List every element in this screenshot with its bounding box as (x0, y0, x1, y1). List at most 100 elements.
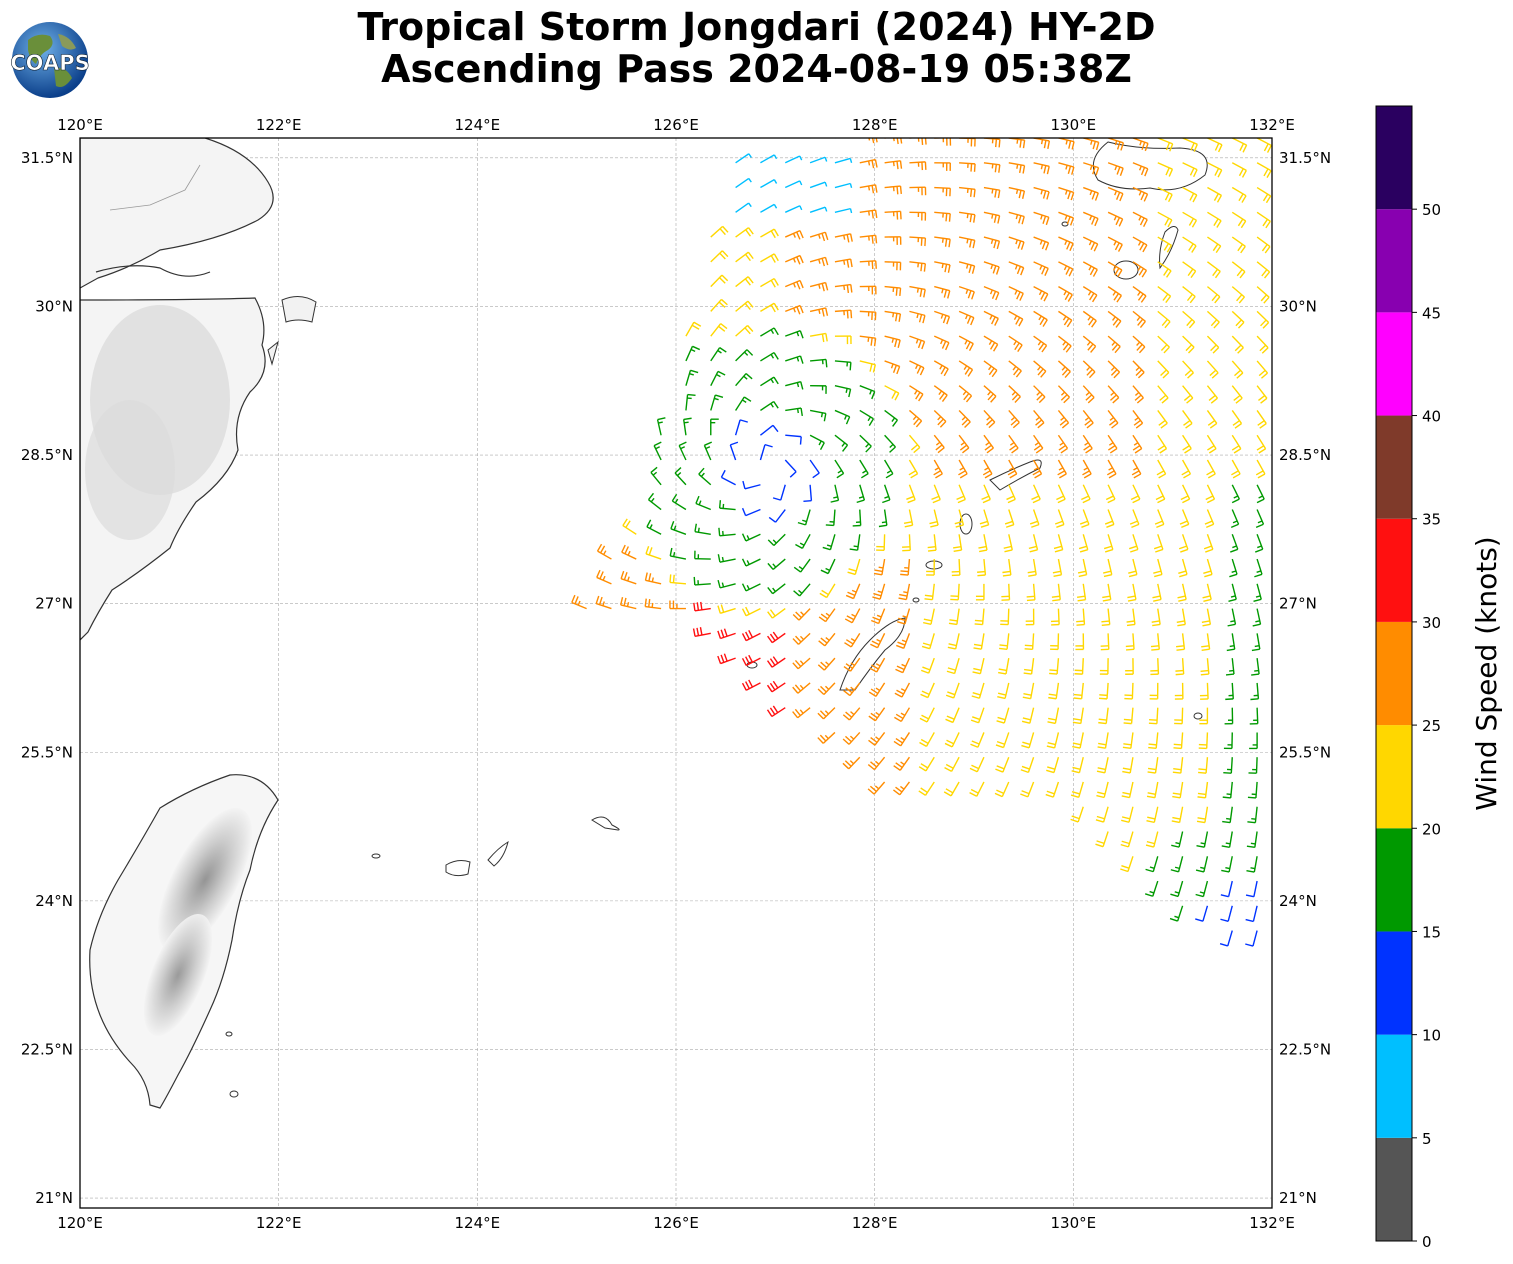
colorbar-tick-label: 30 (1422, 614, 1441, 632)
wind-barb (1033, 434, 1044, 454)
wind-barb (1128, 534, 1139, 553)
wind-barb (1157, 186, 1173, 203)
wind-barb (1082, 286, 1098, 303)
wind-barb (1148, 732, 1159, 750)
wind-barb (1219, 930, 1233, 947)
wind-barb (767, 558, 786, 570)
wind-barb (1146, 806, 1159, 824)
wind-barb (1107, 186, 1124, 202)
wind-barb (1128, 558, 1138, 578)
wind-barb (834, 157, 853, 164)
wind-barb (1231, 484, 1240, 504)
wind-barb (1131, 459, 1142, 479)
wind-barb (1170, 856, 1184, 873)
wind-barb (959, 186, 976, 198)
wind-barb (760, 203, 778, 213)
wind-barb (1220, 905, 1233, 922)
wind-barb (983, 285, 1000, 301)
wind-barb (1254, 534, 1264, 553)
wind-barb (1152, 583, 1162, 602)
wind-barb (571, 594, 587, 610)
colorbar-segment (1376, 828, 1412, 932)
wind-barb (929, 509, 939, 528)
wind-barb (678, 441, 687, 461)
wind-barb (1151, 608, 1161, 627)
wind-barb (1075, 633, 1085, 651)
wind-barb (735, 349, 754, 362)
wind-barb (1121, 781, 1134, 799)
wind-barb (958, 285, 975, 300)
wind-barb (760, 400, 779, 412)
wind-barb (760, 327, 779, 337)
wind-barb (1102, 583, 1112, 602)
wind-barb (920, 682, 935, 699)
wind-barb (1008, 211, 1025, 225)
wind-barb (717, 628, 736, 640)
wind-barb (933, 459, 943, 479)
wind-barb (999, 633, 1010, 650)
wind-barb (1250, 682, 1260, 701)
wind-barb (792, 608, 811, 621)
wind-barb (1058, 211, 1075, 226)
wind-barb (1207, 162, 1223, 178)
wind-barb (818, 632, 836, 647)
wind-barb (1182, 360, 1194, 379)
wind-barb (983, 211, 1001, 224)
wind-barb (884, 138, 903, 145)
wind-barb (859, 234, 878, 244)
wind-barb (970, 732, 985, 748)
lat-tick-label: 24°N (1279, 892, 1317, 910)
wind-barb (1033, 261, 1049, 276)
wind-barb (1008, 186, 1026, 199)
wind-barb (825, 509, 836, 527)
wind-barb (934, 211, 951, 222)
wind-barb (971, 682, 985, 699)
wind-barb (1082, 335, 1097, 353)
wind-barb (983, 236, 1001, 250)
wind-barb (902, 534, 911, 552)
wind-barb (1256, 434, 1267, 454)
wind-barb (1256, 335, 1269, 354)
wind-barb (1083, 138, 1100, 151)
wind-barb (1122, 757, 1134, 774)
wind-barb (1173, 732, 1184, 750)
wind-barb (693, 576, 711, 586)
wind-barb (923, 608, 935, 625)
wind-barb (1008, 360, 1022, 378)
wind-barb (1157, 261, 1172, 278)
wind-barb (953, 534, 963, 553)
wind-barb (834, 138, 838, 139)
wind-barb (735, 396, 752, 411)
wind-barb (1206, 459, 1216, 479)
wind-barb (1182, 186, 1198, 203)
wind-barb (785, 380, 804, 390)
wind-barb (1150, 658, 1160, 676)
wind-barb (1195, 905, 1209, 922)
wind-barb (897, 608, 911, 625)
wind-barb (710, 274, 729, 288)
wind-barb (1256, 261, 1271, 279)
wind-barb (741, 606, 761, 617)
wind-barb (1107, 162, 1124, 176)
colorbar-tick-label: 20 (1422, 820, 1441, 838)
wind-barb (950, 583, 960, 601)
wind-barb (729, 441, 739, 461)
wind-barb (979, 509, 990, 528)
wind-barb (933, 434, 945, 454)
wind-barb (1222, 781, 1233, 799)
wind-barb (1178, 534, 1189, 553)
wind-barb (1175, 658, 1185, 676)
lon-tick-label: 128°E (852, 116, 898, 134)
wind-barb (909, 236, 927, 247)
wind-barb (884, 210, 902, 220)
wind-barb (1022, 682, 1035, 700)
wind-barb (671, 493, 687, 511)
wind-barb (834, 335, 852, 345)
wind-barb (1132, 261, 1148, 278)
wind-barb (1127, 583, 1137, 602)
wind-barb (720, 469, 736, 486)
wind-barb (995, 756, 1010, 773)
wind-barb (685, 393, 696, 411)
wind-barb (809, 409, 827, 422)
wind-barb (1033, 385, 1046, 404)
